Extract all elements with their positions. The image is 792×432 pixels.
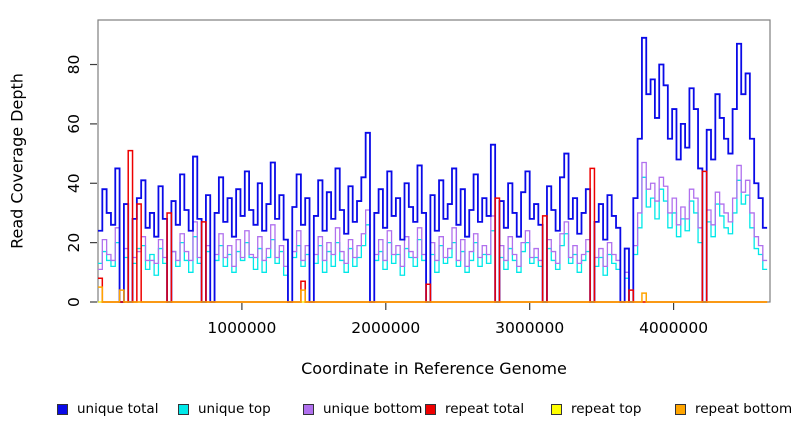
series-unique-total bbox=[98, 36, 768, 303]
legend-swatch-repeat-total bbox=[425, 403, 436, 415]
legend-swatch-unique-bottom bbox=[303, 403, 314, 415]
y-tick-label: 20 bbox=[65, 233, 83, 253]
legend-item-unique-top: unique top bbox=[178, 399, 271, 419]
legend-swatch-repeat-top bbox=[551, 403, 562, 415]
legend-label-unique-top: unique top bbox=[198, 401, 271, 417]
legend-item-unique-total: unique total bbox=[57, 399, 158, 419]
x-tick-label: 2000000 bbox=[351, 319, 420, 337]
series-repeat-total bbox=[98, 149, 768, 303]
y-tick-label: 80 bbox=[65, 55, 83, 75]
y-tick-label: 60 bbox=[65, 114, 83, 134]
x-tick-label: 4000000 bbox=[639, 319, 708, 337]
legend-swatch-unique-total bbox=[57, 403, 68, 415]
x-axis-title: Coordinate in Reference Genome bbox=[301, 359, 567, 378]
y-tick-label: 0 bbox=[65, 297, 83, 307]
legend-label-repeat-top: repeat top bbox=[571, 401, 642, 417]
legend-label-repeat-bottom: repeat bottom bbox=[695, 401, 792, 417]
legend-item-repeat-bottom: repeat bottom bbox=[675, 399, 792, 419]
legend-swatch-repeat-bottom bbox=[675, 403, 686, 415]
legend-item-repeat-total: repeat total bbox=[425, 399, 524, 419]
legend-item-unique-bottom: unique bottom bbox=[303, 399, 422, 419]
legend-label-repeat-total: repeat total bbox=[445, 401, 525, 417]
y-tick-label: 40 bbox=[65, 173, 83, 193]
legend-item-repeat-top: repeat top bbox=[551, 399, 641, 419]
x-tick-label: 3000000 bbox=[495, 319, 564, 337]
plot-box bbox=[97, 19, 771, 303]
x-tick-label: 1000000 bbox=[207, 319, 276, 337]
legend-label-unique-total: unique total bbox=[77, 401, 159, 417]
series-repeat-bottom bbox=[98, 286, 768, 303]
legend-label-unique-bottom: unique bottom bbox=[323, 401, 423, 417]
series-unique-bottom bbox=[98, 161, 768, 303]
y-axis-title: Read Coverage Depth bbox=[7, 73, 26, 249]
legend-swatch-unique-top bbox=[178, 403, 189, 415]
chart-legend: unique total unique top unique bottom repea… bbox=[0, 399, 792, 423]
